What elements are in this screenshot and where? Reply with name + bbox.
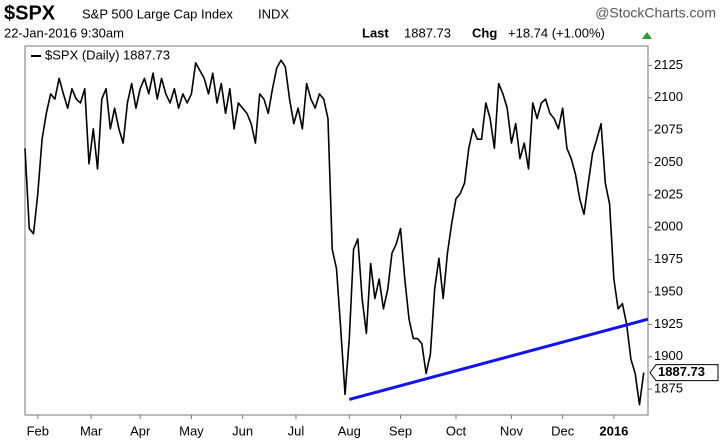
last-label: Last [362, 25, 389, 40]
x-tick-label: Dec [551, 423, 575, 438]
chg-value: +18.74 (+1.00%) [508, 25, 605, 40]
x-tick-label: Mar [80, 423, 103, 438]
y-tick-label: 1900 [654, 348, 683, 363]
up-arrow [642, 32, 652, 39]
y-tick-label: 1875 [654, 381, 683, 396]
price-line [24, 59, 645, 406]
x-tick-label: Jun [232, 423, 253, 438]
plot-frame [24, 45, 649, 416]
trendline [348, 317, 649, 401]
x-tick-label: Feb [27, 423, 49, 438]
y-tick-label: 2100 [654, 89, 683, 104]
last-value-label: 1887.73 [658, 364, 705, 379]
y-tick-label: 1950 [654, 283, 683, 298]
x-tick-label: 2016 [599, 423, 628, 438]
y-tick-label: 2125 [654, 57, 683, 72]
last-value: 1887.73 [404, 25, 451, 40]
index-name: S&P 500 Large Cap Index [82, 6, 233, 21]
y-tick-label: 2000 [654, 219, 683, 234]
x-tick-label: Oct [446, 423, 467, 438]
x-tick-label: Aug [338, 423, 361, 438]
y-tick-label: 1975 [654, 251, 683, 266]
last-value-tag [649, 364, 719, 382]
x-tick-label: Nov [500, 423, 524, 438]
source: @StockCharts.com [595, 5, 716, 21]
x-tick-label: May [179, 423, 204, 438]
chg-label: Chg [472, 25, 497, 40]
symbol: $SPX [4, 2, 56, 24]
y-tick-label: 2050 [654, 154, 683, 169]
x-tick-label: Jul [288, 423, 305, 438]
y-tick-label: 2025 [654, 186, 683, 201]
legend-label: $SPX (Daily) 1887.73 [45, 47, 170, 62]
x-tick-label: Apr [130, 423, 151, 438]
exchange: INDX [258, 6, 289, 21]
y-tick-label: 1925 [654, 316, 683, 331]
x-tick-label: Sep [389, 423, 412, 438]
y-tick-label: 2075 [654, 122, 683, 137]
date: 22-Jan-2016 9:30am [4, 25, 124, 40]
